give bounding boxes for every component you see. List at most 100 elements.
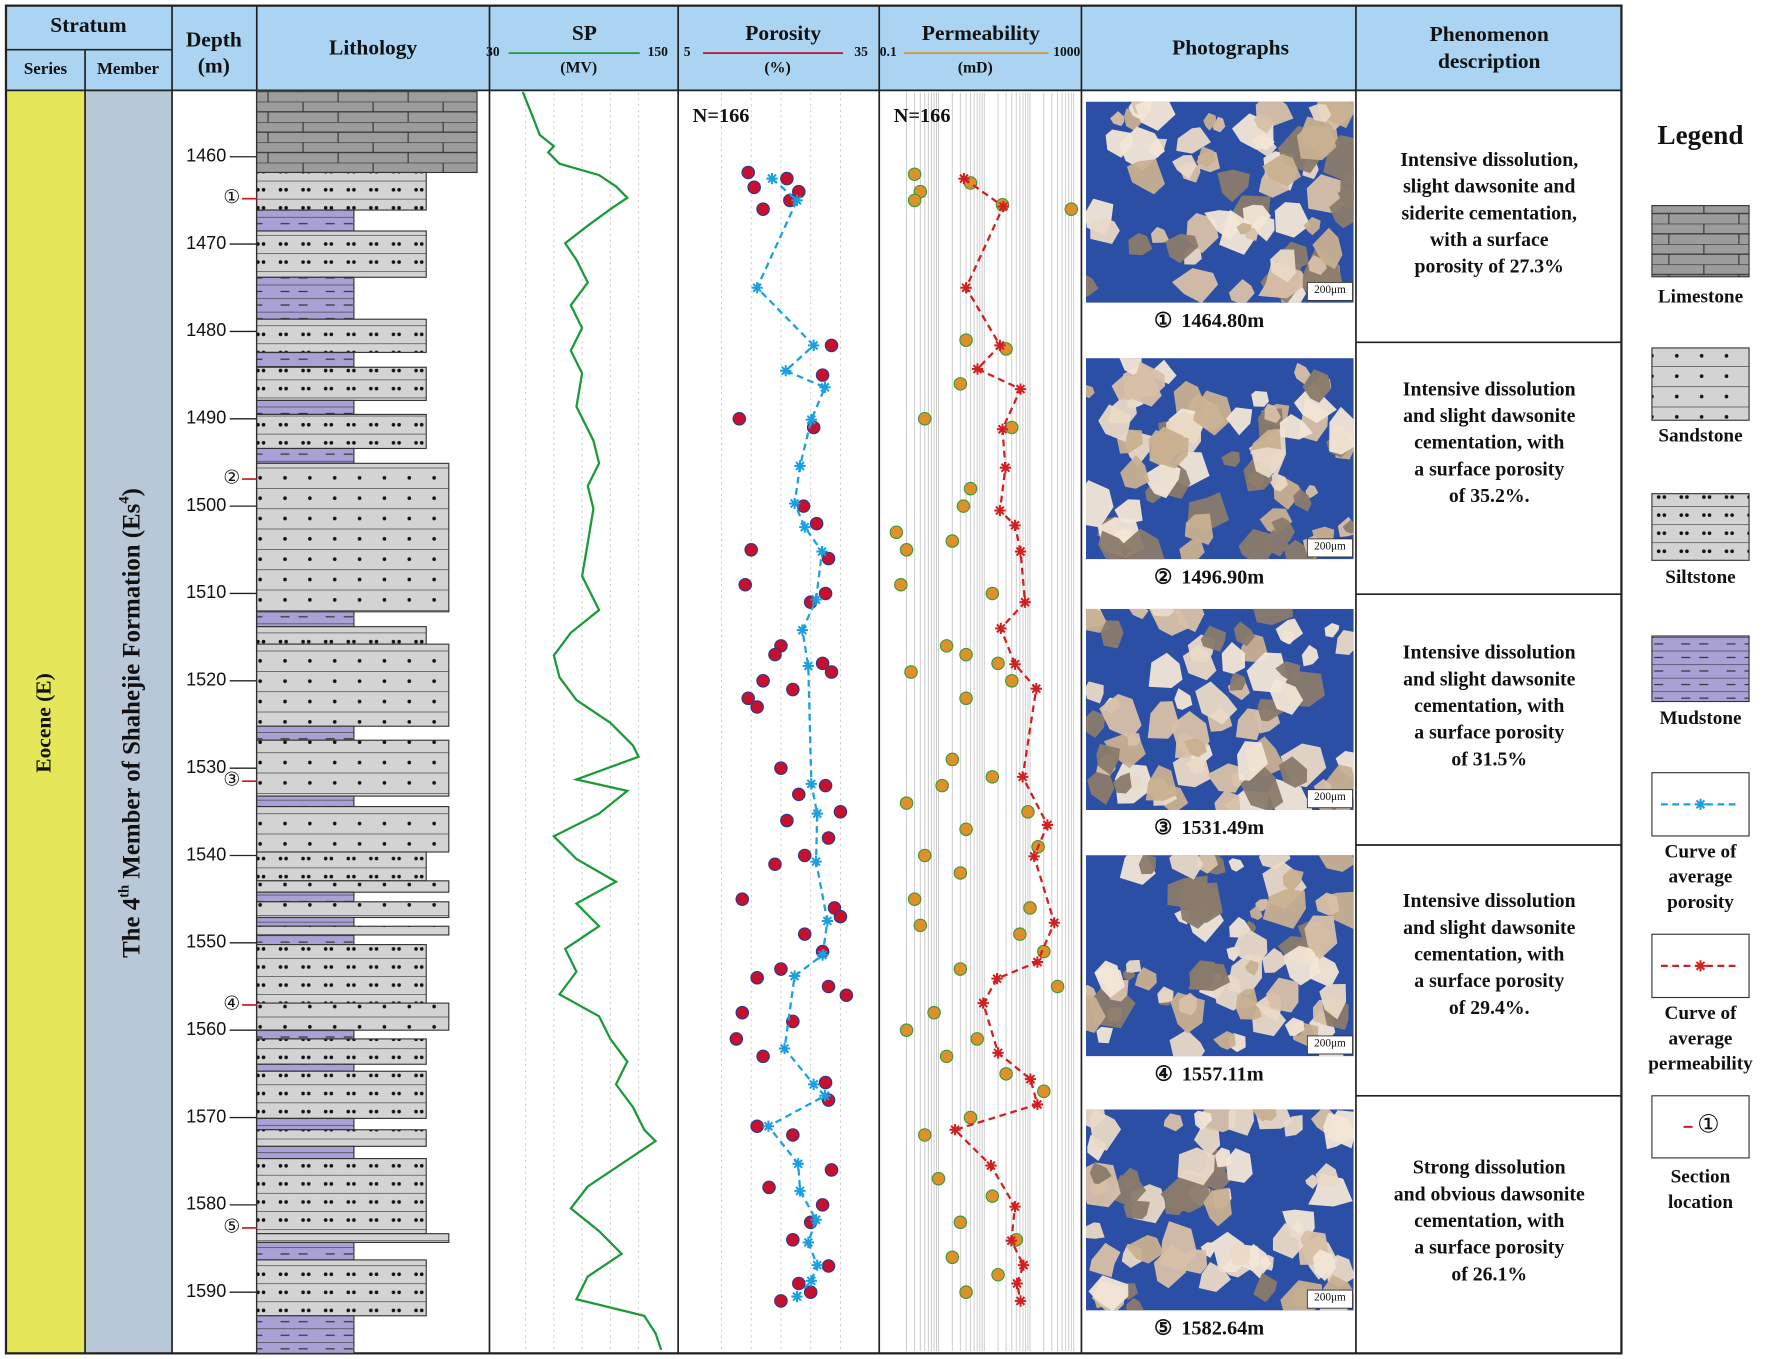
data-point <box>750 700 764 714</box>
legend-label: porosity <box>1667 892 1734 913</box>
grain <box>1085 681 1104 704</box>
grain <box>1315 1163 1340 1187</box>
axis-max: 35 <box>854 44 868 59</box>
grain <box>1309 953 1340 988</box>
grain <box>1135 361 1166 399</box>
grain <box>1262 889 1307 929</box>
average-marker <box>1011 1277 1023 1290</box>
data-point <box>899 796 914 810</box>
grain <box>1329 406 1354 455</box>
average-marker <box>802 660 814 672</box>
grain <box>1126 1297 1144 1311</box>
grain <box>1275 618 1304 645</box>
average-marker <box>778 1042 791 1055</box>
axis-unit: (%) <box>764 60 790 77</box>
lithology-layer <box>256 366 427 402</box>
section-marker: ② <box>223 467 240 488</box>
average-marker <box>821 915 833 927</box>
grain <box>1090 217 1120 245</box>
grain <box>1126 159 1165 195</box>
grain <box>1085 993 1106 1033</box>
lithology-layer <box>256 739 450 797</box>
grain <box>1150 226 1170 243</box>
lithology-layer <box>256 934 355 946</box>
series-name: Eocene (E) <box>31 673 55 773</box>
member-text: 4 <box>117 496 133 504</box>
description-line: and slight dawsonite <box>1403 668 1576 690</box>
average-marker <box>802 1236 814 1249</box>
data-point <box>959 1285 973 1299</box>
grain <box>1171 268 1219 303</box>
average-marker <box>999 462 1012 474</box>
grain <box>1213 1031 1236 1050</box>
photo-content <box>1085 855 1354 1057</box>
photo-depth: 1531.49m <box>1181 817 1264 839</box>
data-point <box>985 1189 1000 1203</box>
axis-unit: (mD) <box>958 60 993 77</box>
grain <box>1112 772 1132 794</box>
average-marker <box>766 172 778 185</box>
average-marker <box>805 414 817 426</box>
average-marker <box>1009 519 1021 531</box>
data-point <box>927 1005 941 1020</box>
lithology-layer <box>256 1241 355 1261</box>
data-point <box>768 647 782 662</box>
average-marker <box>960 282 972 294</box>
data-point <box>931 1171 946 1186</box>
grain <box>1225 1148 1253 1183</box>
grain <box>1198 1261 1231 1293</box>
description-line: cementation, with <box>1414 943 1564 965</box>
grain <box>1150 608 1175 617</box>
average-marker <box>1014 545 1027 558</box>
average-marker <box>805 778 817 790</box>
sp-curve <box>521 91 663 1351</box>
scale-label: 200μm <box>1314 791 1346 803</box>
panel-title: Permeability <box>922 21 1040 45</box>
legend-swatch <box>1651 347 1750 421</box>
series-header: Series <box>24 59 68 78</box>
data-point <box>1023 901 1037 915</box>
data-point <box>786 682 800 697</box>
member-text: Member of Shahejie Formation (Es <box>118 503 145 884</box>
data-point <box>818 778 833 793</box>
photograph: 200μm <box>1085 855 1354 1057</box>
grain <box>1253 113 1275 134</box>
scale-label: 200μm <box>1314 540 1346 552</box>
photo-label: ① 1464.80m <box>1154 310 1264 332</box>
data-point <box>824 665 839 679</box>
data-point <box>959 822 973 837</box>
lithology-layer <box>256 891 355 903</box>
grain <box>1098 530 1131 560</box>
legend-swatch <box>1651 493 1750 561</box>
lithology-layer <box>256 1233 450 1243</box>
data-point <box>907 167 922 182</box>
data-point <box>756 1049 770 1064</box>
depth-tick-label: 1510 <box>186 582 226 602</box>
lithology-layer <box>256 399 355 415</box>
data-point <box>821 831 836 845</box>
grain <box>1127 775 1143 790</box>
lithology-layer <box>256 276 355 320</box>
grain <box>1312 1249 1337 1281</box>
description-line: with a surface <box>1430 229 1549 251</box>
grain <box>1175 608 1205 633</box>
member-band <box>85 90 173 1354</box>
grain <box>1188 963 1231 991</box>
average-marker <box>971 363 984 375</box>
grain <box>1148 652 1183 688</box>
phenomenon-header: description <box>1438 49 1541 73</box>
data-point <box>756 674 770 688</box>
grain <box>1266 977 1299 1013</box>
data-point <box>818 586 833 601</box>
legend-label: Limestone <box>1658 287 1744 308</box>
grain <box>1238 528 1273 560</box>
average-marker <box>816 949 829 961</box>
data-point <box>999 1067 1013 1081</box>
grain <box>1270 249 1296 283</box>
average-marker <box>992 1047 1004 1059</box>
data-point <box>1005 420 1019 435</box>
depth-tick-label: 1560 <box>186 1019 226 1039</box>
grain <box>1147 701 1180 739</box>
data-point <box>1013 927 1027 941</box>
depth-tick-label: 1520 <box>186 670 226 690</box>
